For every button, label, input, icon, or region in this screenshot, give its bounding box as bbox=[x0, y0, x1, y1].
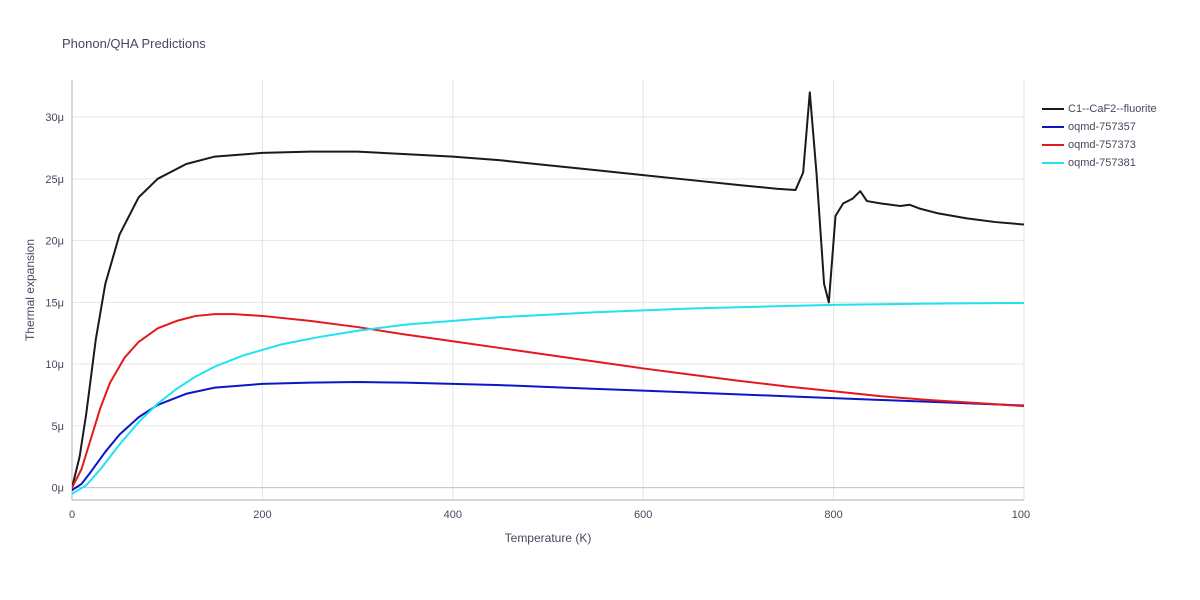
y-tick-label: 5μ bbox=[52, 421, 64, 433]
y-tick-label: 10μ bbox=[45, 359, 64, 371]
x-tick-label: 400 bbox=[444, 509, 462, 521]
legend-item[interactable]: oqmd-757381 bbox=[1042, 156, 1157, 170]
x-tick-label: 0 bbox=[69, 509, 75, 521]
legend-swatch bbox=[1042, 108, 1064, 110]
legend-swatch bbox=[1042, 126, 1064, 128]
series-line bbox=[72, 303, 1024, 494]
legend-item[interactable]: C1--CaF2--fluorite bbox=[1042, 102, 1157, 116]
legend-item[interactable]: oqmd-757373 bbox=[1042, 138, 1157, 152]
legend: C1--CaF2--fluorite oqmd-757357 oqmd-757373… bbox=[1042, 102, 1157, 174]
series-line bbox=[72, 382, 1024, 490]
chart-title: Phonon/QHA Predictions bbox=[62, 36, 206, 51]
legend-item[interactable]: oqmd-757357 bbox=[1042, 120, 1157, 134]
x-tick-label: 600 bbox=[634, 509, 652, 521]
legend-label: oqmd-757357 bbox=[1068, 121, 1136, 133]
x-tick-label: 1000 bbox=[1012, 509, 1030, 521]
legend-swatch bbox=[1042, 144, 1064, 146]
legend-label: oqmd-757373 bbox=[1068, 139, 1136, 151]
y-tick-label: 30μ bbox=[45, 112, 64, 124]
y-tick-label: 0μ bbox=[52, 483, 64, 495]
legend-label: oqmd-757381 bbox=[1068, 157, 1136, 169]
y-tick-label: 25μ bbox=[45, 174, 64, 186]
y-tick-label: 15μ bbox=[45, 297, 64, 309]
y-tick-label: 20μ bbox=[45, 236, 64, 248]
legend-label: C1--CaF2--fluorite bbox=[1068, 103, 1157, 115]
legend-swatch bbox=[1042, 162, 1064, 164]
series-line bbox=[72, 92, 1024, 487]
line-chart: 0 200 400 600 800 1000 0μ 5μ 10μ 15μ 20μ 25μ 30μ Temp… bbox=[22, 74, 1030, 554]
y-axis-label: Thermal expansion bbox=[23, 239, 37, 341]
x-axis-label: Temperature (K) bbox=[505, 531, 592, 545]
x-tick-label: 800 bbox=[824, 509, 842, 521]
x-tick-label: 200 bbox=[253, 509, 271, 521]
